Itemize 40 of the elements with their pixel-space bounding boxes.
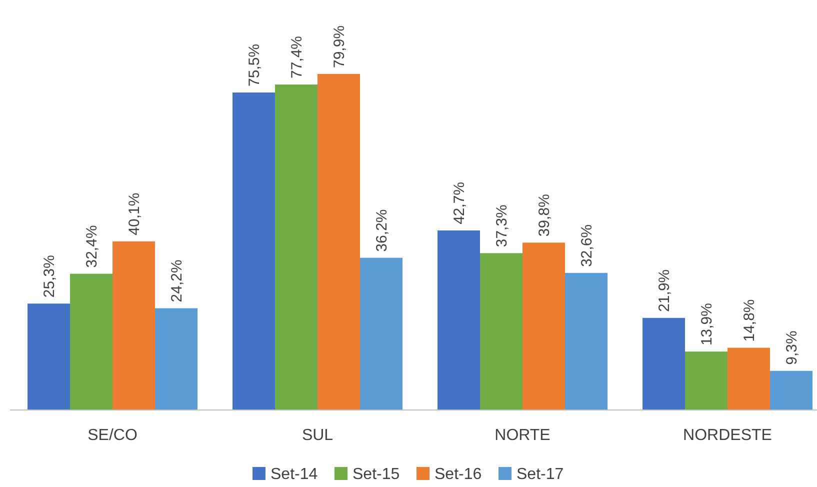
x-tick-label: SUL [302, 427, 334, 444]
bar [522, 242, 565, 410]
bar [155, 308, 198, 410]
data-label: 25,3% [40, 255, 58, 298]
bar [232, 92, 275, 410]
bar [275, 84, 318, 410]
data-label: 77,4% [288, 36, 306, 79]
x-tick-label: NORTE [494, 427, 550, 444]
data-label: 32,4% [83, 225, 100, 268]
data-label: 37,3% [493, 204, 510, 248]
legend-label: Set-17 [516, 466, 564, 483]
data-label: 21,9% [656, 269, 673, 312]
bar [112, 241, 155, 410]
bar [438, 230, 480, 410]
x-tick-label: NORDESTE [683, 427, 772, 444]
bar [642, 318, 685, 410]
bar [565, 272, 608, 410]
bar [28, 304, 70, 410]
data-label: 14,8% [740, 299, 758, 342]
data-label: 13,9% [698, 303, 716, 346]
legend-label: Set-15 [352, 466, 400, 483]
x-tick-label: SE/CO [88, 427, 138, 444]
data-label: 42,7% [450, 182, 468, 224]
legend-label: Set-14 [270, 466, 318, 483]
bar [770, 370, 812, 410]
data-label: 36,2% [373, 209, 390, 252]
bar [480, 253, 522, 410]
bar [70, 274, 112, 410]
bar [318, 74, 360, 410]
data-label: 32,6% [578, 224, 596, 267]
bar [685, 352, 728, 410]
bar [360, 258, 402, 410]
data-label: 39,8% [536, 194, 553, 237]
data-label: 24,2% [168, 260, 186, 302]
data-label: 79,9% [330, 25, 348, 68]
bar [728, 348, 770, 410]
legend-label: Set-16 [434, 466, 482, 483]
data-label: 9,3% [783, 330, 800, 365]
data-label: 75,5% [246, 44, 263, 87]
data-label: 40,1% [126, 192, 143, 236]
